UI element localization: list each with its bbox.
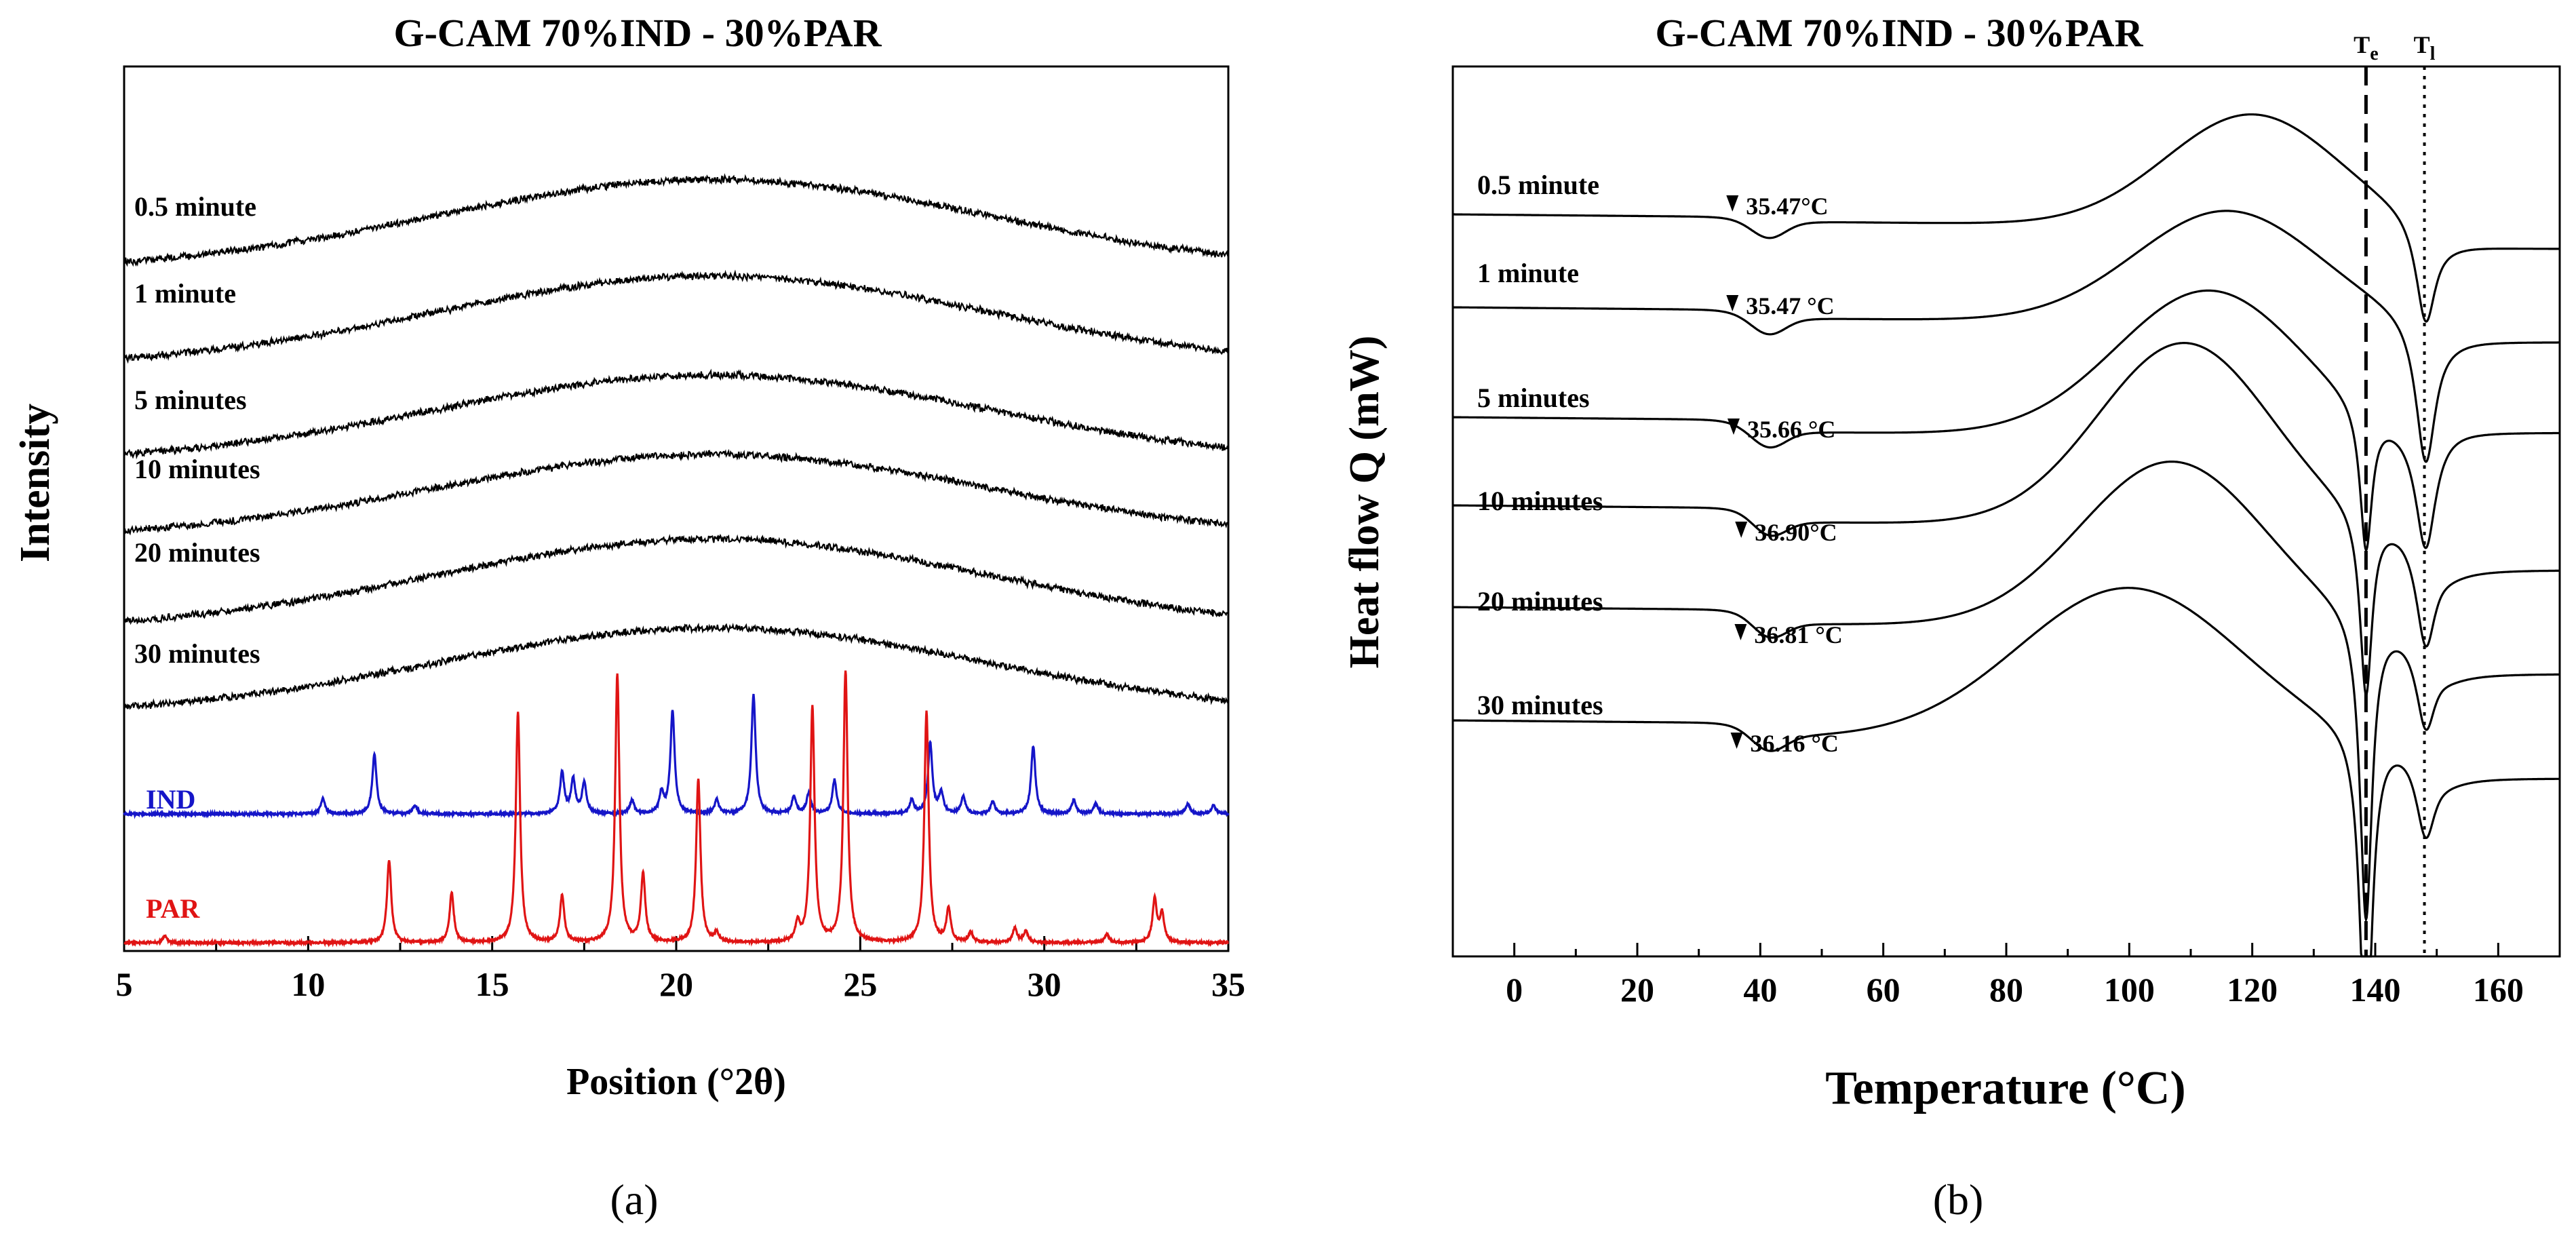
xrd-x-tick-label: 35	[1211, 965, 1245, 1003]
dsc-trace-label: 30 minutes	[1477, 690, 1603, 720]
xrd-x-tick-label: 5	[116, 965, 133, 1003]
dsc-x-tick-label: 60	[1867, 971, 1900, 1009]
dsc-title: G-CAM 70%IND - 30%PAR	[1656, 11, 2144, 55]
xrd-trace-label: 1 minute	[134, 278, 236, 309]
xrd-trace	[123, 173, 1230, 267]
dsc-x-label: Temperature (°C)	[1825, 1062, 2186, 1114]
xrd-trace	[123, 269, 1229, 364]
xrd-trace-label: PAR	[146, 893, 200, 924]
dsc-trace-label: 20 minutes	[1477, 586, 1603, 617]
xrd-x-tick-label: 10	[291, 965, 325, 1003]
dsc-reference-symbol: T	[2414, 31, 2430, 58]
dsc-x-tick-label: 120	[2227, 971, 2278, 1009]
dsc-trace	[1453, 210, 2560, 463]
xrd-trace-label: 10 minutes	[134, 454, 260, 484]
xrd-trace	[123, 368, 1230, 460]
dsc-panel-label: (b)	[1933, 1175, 1984, 1224]
dsc-plot-frame	[1451, 65, 2561, 958]
xrd-trace-label: IND	[146, 784, 195, 815]
tg-onset-marker-icon	[1727, 419, 1740, 435]
dsc-trace-label: 1 minute	[1477, 258, 1579, 288]
xrd-x-tick-label: 25	[843, 965, 877, 1003]
dsc-trace	[1453, 461, 2560, 924]
dsc-x-tick-label: 140	[2350, 971, 2401, 1009]
dsc-reference-label: Te	[2354, 31, 2378, 64]
tg-onset-annotation: 36.16 °C	[1751, 730, 1839, 757]
dsc-trace-label: 5 minutes	[1477, 383, 1590, 413]
dsc-reference-subscript: e	[2370, 43, 2378, 64]
xrd-x-label: Position (°2θ)	[566, 1061, 786, 1103]
xrd-traces	[123, 173, 1230, 948]
tg-onset-annotation: 36.81 °C	[1754, 621, 1842, 648]
dsc-x-tick-label: 160	[2473, 971, 2524, 1009]
tg-onset-annotation: 35.47°C	[1746, 193, 1828, 220]
dsc-reference-symbol: T	[2354, 31, 2370, 58]
dsc-reference-subscript: l	[2430, 43, 2436, 64]
xrd-panel: G-CAM 70%IND - 30%PAR 5 10 15 20 25 30 35 0.5 …	[12, 11, 1245, 1224]
xrd-trace-label: 30 minutes	[134, 638, 260, 669]
xrd-title: G-CAM 70%IND - 30%PAR	[394, 11, 882, 55]
tg-onset-marker-icon	[1730, 733, 1743, 749]
xrd-trace	[123, 448, 1229, 536]
dsc-panel: G-CAM 70%IND - 30%PAR Te Tl 0 20 40 60 80 100 1…	[1342, 11, 2561, 1224]
dsc-reference-lines: Te Tl	[2354, 31, 2436, 956]
xrd-trace-labels: 0.5 minute 1 minute 5 minutes 10 minutes 20 …	[134, 191, 260, 924]
dsc-trace	[1453, 113, 2560, 323]
dsc-x-tick-label: 20	[1620, 971, 1654, 1009]
dsc-traces	[1452, 113, 2560, 958]
dsc-x-tick-label: 100	[2104, 971, 2155, 1009]
xrd-trace-label: 20 minutes	[134, 537, 260, 568]
dsc-trace-label: 0.5 minute	[1477, 170, 1599, 200]
dsc-x-tick-label: 80	[1989, 971, 2023, 1009]
tg-onset-annotation: 36.90°C	[1755, 519, 1837, 546]
tg-onset-marker-icon	[1726, 295, 1739, 311]
xrd-y-label: Intensity	[12, 404, 58, 562]
xrd-trace	[123, 622, 1229, 710]
xrd-trace-label: 5 minutes	[134, 385, 247, 415]
dsc-trace	[1453, 289, 2560, 552]
dsc-trace-label: 10 minutes	[1477, 486, 1603, 516]
xrd-x-tick-label: 20	[659, 965, 693, 1003]
dsc-reference-label: Tl	[2414, 31, 2436, 64]
tg-onset-marker-icon	[1735, 522, 1748, 538]
tg-onset-marker-icon	[1726, 195, 1739, 212]
dsc-trace	[1453, 587, 2560, 958]
dsc-y-label: Heat flow Q (mW)	[1342, 336, 1388, 669]
xrd-plot-frame	[123, 65, 1230, 952]
xrd-trace-label: 0.5 minute	[134, 191, 256, 222]
dsc-trace	[1452, 342, 2560, 697]
dsc-x-tick-label: 0	[1506, 971, 1523, 1009]
xrd-x-axis: 5 10 15 20 25 30 35	[116, 936, 1245, 1003]
tg-onset-annotation: 35.47 °C	[1746, 292, 1834, 319]
dsc-x-tick-label: 40	[1743, 971, 1777, 1009]
dsc-x-axis: 0 20 40 60 80 100 120 140 160	[1451, 943, 2561, 1009]
xrd-trace-par	[123, 670, 1230, 948]
xrd-x-tick-label: 15	[475, 965, 509, 1003]
xrd-x-tick-label: 30	[1028, 965, 1061, 1003]
tg-onset-annotation: 35.66 °C	[1747, 416, 1835, 443]
xrd-trace	[123, 533, 1229, 625]
tg-onset-marker-icon	[1734, 624, 1747, 640]
xrd-panel-label: (a)	[610, 1175, 658, 1224]
xrd-trace-ind	[123, 693, 1230, 819]
dsc-trace-labels: 0.5 minute 35.47°C 1 minute 35.47 °C 5 minut…	[1477, 170, 1843, 757]
